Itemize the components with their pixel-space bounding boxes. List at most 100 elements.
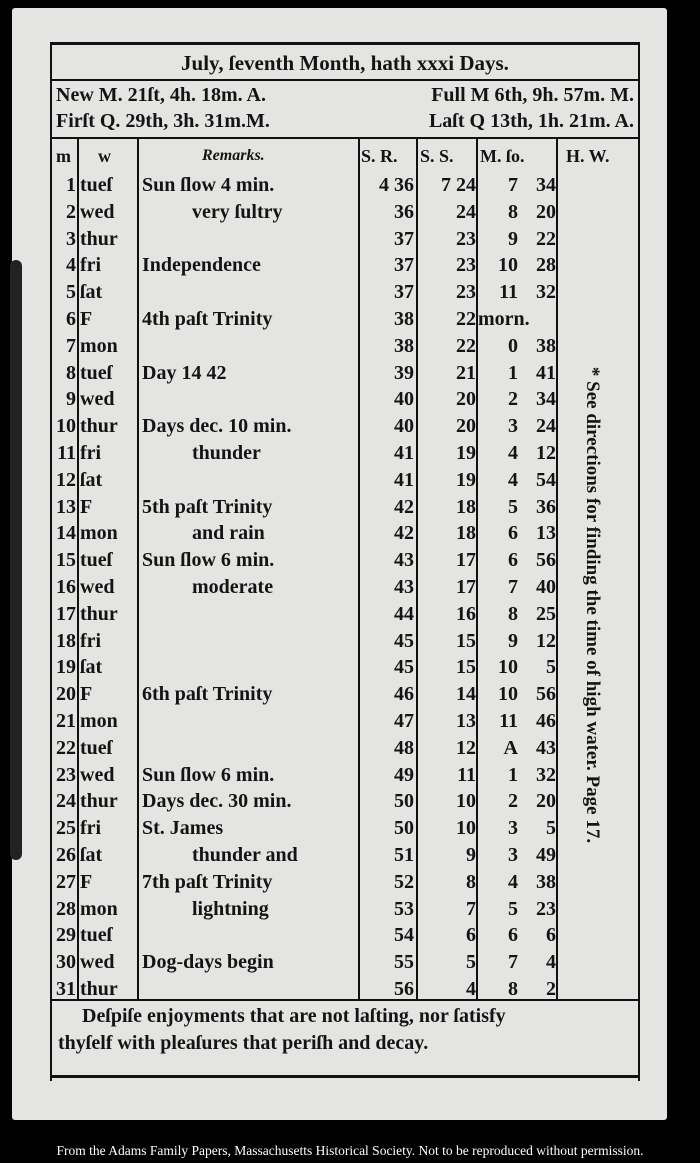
new-moon: New M. 21ſt, 4h. 18m. A. (56, 84, 266, 106)
sunset: 24 (456, 200, 476, 223)
moon-hour: 6 (508, 549, 518, 572)
sunrise: 52 (394, 870, 414, 893)
moon-minute: 32 (536, 763, 556, 786)
moon-hour: 3 (508, 817, 518, 840)
moon-minute: 38 (536, 870, 556, 893)
remark: Days dec. 10 min. (142, 415, 292, 438)
moon-minute: 6 (546, 924, 556, 947)
table-row: 13 F 5th paſt Trinity 42 18 5 36 (52, 494, 638, 521)
moon-hour: 0 (508, 334, 518, 357)
moon-hour: 6 (508, 924, 518, 947)
remark: very ſultry (192, 200, 283, 223)
day-number: 28 (56, 897, 76, 920)
table-row: 6 F 4th paſt Trinity 38 22 morn. (52, 306, 638, 333)
sunset: 5 (466, 951, 476, 974)
moon-hour: 5 (508, 897, 518, 920)
day-number: 13 (56, 495, 76, 518)
day-number: 19 (56, 656, 76, 679)
table-row: 19 ſat 45 15 10 5 (52, 654, 638, 681)
moon-hour: 2 (508, 388, 518, 411)
sunset: 17 (456, 576, 476, 598)
sunrise: 53 (394, 897, 414, 920)
divider (52, 999, 638, 1001)
column-rule (77, 139, 79, 1001)
weekday: ſat (80, 844, 103, 866)
sunrise: 40 (394, 388, 414, 411)
weekday: F (80, 308, 93, 330)
sunrise: 55 (394, 951, 414, 974)
sunrise: 45 (394, 656, 414, 679)
sunset: 4 (466, 978, 476, 1000)
table-row: 24 thur Days dec. 30 min. 50 10 2 20 (52, 788, 638, 815)
sunset: 16 (456, 602, 476, 625)
day-number: 21 (56, 710, 76, 732)
moon-hour: 9 (508, 629, 518, 652)
table-row: 21 mon 47 13 11 46 (52, 708, 638, 735)
sunset: 15 (456, 629, 476, 652)
weekday: mon (80, 710, 118, 732)
weekday: thur (80, 227, 118, 250)
table-row: 17 thur 44 16 8 25 (52, 601, 638, 628)
day-number: 1 (66, 174, 76, 196)
moon-minute: 23 (536, 897, 556, 920)
sunrise: 38 (394, 334, 414, 357)
sunset: 15 (456, 656, 476, 679)
moon-minute: 20 (536, 200, 556, 223)
motto-line: Deſpiſe enjoyments that are not laſting,… (82, 1005, 506, 1027)
day-number: 7 (66, 334, 76, 357)
table-row: 12 ſat 41 19 4 54 (52, 467, 638, 494)
remark: Sun ſlow 4 min. (142, 174, 275, 196)
table-row: 14 mon and rain 42 18 6 13 (52, 520, 638, 547)
sunset: 22 (456, 334, 476, 357)
sunrise: 37 (394, 227, 414, 250)
sunrise: 41 (394, 468, 414, 491)
weekday: tueſ (80, 549, 113, 572)
table-row: 28 mon lightning 53 7 5 23 (52, 896, 638, 923)
moon-minute: 12 (536, 442, 556, 464)
sunset: 7 (466, 897, 476, 920)
table-row: 3 thur 37 23 9 22 (52, 226, 638, 253)
table-row: 7 mon 38 22 0 38 (52, 333, 638, 360)
weekday: ſat (80, 468, 103, 491)
remark: thunder (192, 442, 261, 464)
sunset: 23 (456, 281, 476, 304)
moon-minute: 38 (536, 334, 556, 357)
sunrise: 47 (394, 710, 414, 732)
high-water-note: * See directions for finding the time of… (582, 366, 603, 844)
moon-minute: 5 (546, 817, 556, 840)
sunrise: 50 (394, 817, 414, 840)
weekday: tueſ (80, 174, 113, 196)
day-number: 18 (56, 629, 76, 652)
weekday: ſat (80, 281, 103, 304)
day-number: 10 (56, 415, 76, 438)
weekday: F (80, 495, 93, 518)
day-number: 20 (56, 683, 76, 706)
weekday: F (80, 870, 93, 893)
table-row: 31 thur 56 4 8 2 (52, 976, 638, 1003)
remark: Independence (142, 254, 261, 277)
remark: Sun ſlow 6 min. (142, 549, 275, 572)
day-number: 6 (66, 308, 76, 330)
remark: Dog-days begin (142, 951, 274, 974)
remark: lightning (192, 897, 269, 920)
sunrise: 48 (394, 736, 414, 759)
day-number: 8 (66, 361, 76, 384)
weekday: tueſ (80, 736, 113, 759)
moon-hour: 3 (508, 415, 518, 438)
day-number: 16 (56, 576, 76, 598)
day-number: 30 (56, 951, 76, 974)
moon-minute: 32 (536, 281, 556, 304)
moon-hour: 10 (498, 683, 518, 706)
weekday: fri (80, 254, 102, 277)
table-row: 20 F 6th paſt Trinity 46 14 10 56 (52, 681, 638, 708)
sunrise: 37 (394, 281, 414, 304)
moon-minute: 54 (536, 468, 556, 491)
table-row: 2 wed very ſultry 36 24 8 20 (52, 199, 638, 226)
table-row: 11 fri thunder 41 19 4 12 (52, 440, 638, 467)
moon-minute: 34 (536, 388, 556, 411)
weekday: F (80, 683, 93, 706)
col-header-high-water: H. W. (566, 146, 610, 166)
weekday: wed (80, 576, 115, 598)
calendar-table: July, ſeventh Month, hath xxxi Days. New… (50, 42, 640, 1081)
table-row: 8 tueſ Day 14 42 39 21 1 41 (52, 360, 638, 387)
